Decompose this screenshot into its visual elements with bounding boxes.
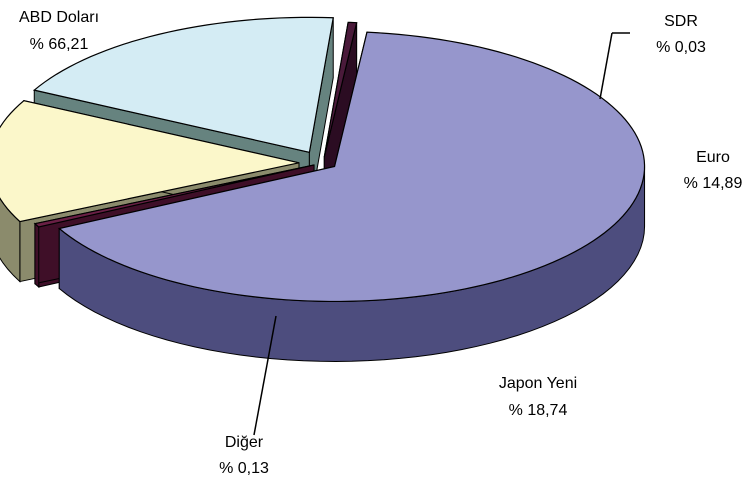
slice-diger	[323, 21, 358, 158]
pie-3d-tops	[0, 16, 646, 303]
label-japon-yeni-name: Japon Yeni	[499, 375, 577, 392]
slice-abd-dolari	[57, 31, 646, 303]
label-euro-value: % 14,89	[684, 175, 743, 192]
label-abd-dolari-name: ABD Doları	[19, 9, 99, 26]
label-diger-name: Diğer	[225, 434, 264, 451]
leader-line-sdr	[599, 32, 613, 100]
leader-lines	[253, 32, 630, 436]
label-abd-dolari-value: % 66,21	[30, 36, 89, 53]
slice-sdr-outer-wall	[34, 222, 40, 289]
leader-line-diger	[253, 315, 277, 436]
label-diger-value: % 0,13	[219, 460, 269, 477]
slice-japon-yeni	[32, 16, 334, 154]
slice-sdr	[33, 164, 315, 228]
label-euro-name: Euro	[696, 149, 730, 166]
slice-euro	[0, 99, 300, 223]
label-sdr-name: SDR	[664, 13, 698, 30]
label-sdr-value: % 0,03	[656, 39, 706, 56]
label-japon-yeni-value: % 18,74	[509, 402, 568, 419]
